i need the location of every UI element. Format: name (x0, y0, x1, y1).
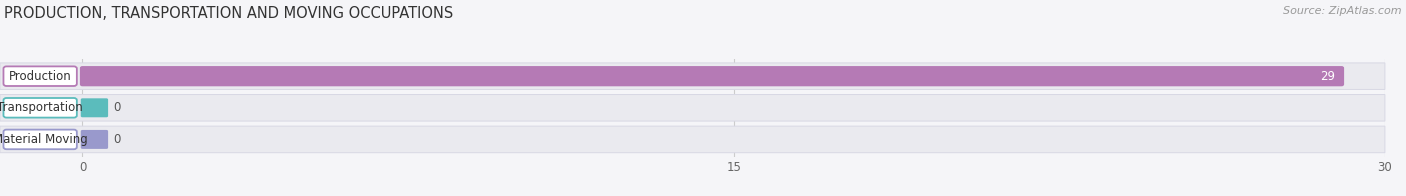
Text: Source: ZipAtlas.com: Source: ZipAtlas.com (1284, 6, 1402, 16)
FancyBboxPatch shape (3, 98, 77, 118)
FancyBboxPatch shape (0, 126, 1385, 153)
FancyBboxPatch shape (0, 94, 1385, 121)
Text: Material Moving: Material Moving (0, 133, 87, 146)
FancyBboxPatch shape (0, 63, 1385, 89)
Text: PRODUCTION, TRANSPORTATION AND MOVING OCCUPATIONS: PRODUCTION, TRANSPORTATION AND MOVING OC… (4, 6, 454, 21)
Text: 0: 0 (112, 101, 121, 114)
Text: 0: 0 (112, 133, 121, 146)
FancyBboxPatch shape (3, 130, 77, 149)
FancyBboxPatch shape (3, 66, 77, 86)
FancyBboxPatch shape (80, 98, 108, 117)
Text: Transportation: Transportation (0, 101, 83, 114)
FancyBboxPatch shape (80, 130, 108, 149)
Text: Production: Production (8, 70, 72, 83)
Text: 29: 29 (1320, 70, 1334, 83)
FancyBboxPatch shape (80, 66, 1344, 86)
